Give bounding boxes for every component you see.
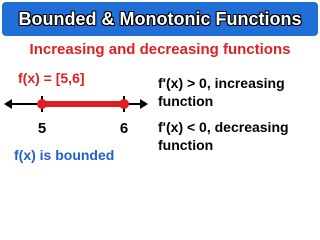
- tick-label: 6: [120, 120, 128, 137]
- rule-text: f'(x) < 0, decreasing function: [158, 119, 289, 153]
- endpoint: [37, 99, 47, 109]
- tick-label: 5: [38, 120, 46, 137]
- arrow-right: [140, 99, 148, 109]
- arrow-left: [4, 99, 12, 109]
- endpoint: [119, 99, 129, 109]
- rule-text: f'(x) > 0, increasing function: [158, 75, 285, 109]
- title-banner: Bounded & Monotonic Functions: [2, 2, 318, 36]
- page: {"header": {"title": "Bounded & Monotoni…: [2, 2, 318, 163]
- set-label: f(x) = [5,6]: [18, 70, 85, 86]
- subtitle: Increasing and decreasing functions: [29, 41, 291, 58]
- number-line: 5 6: [4, 96, 148, 137]
- thumbnail: Bounded & Monotonic Functions Increasing…: [2, 2, 318, 163]
- caption: f(x) is bounded: [14, 147, 115, 163]
